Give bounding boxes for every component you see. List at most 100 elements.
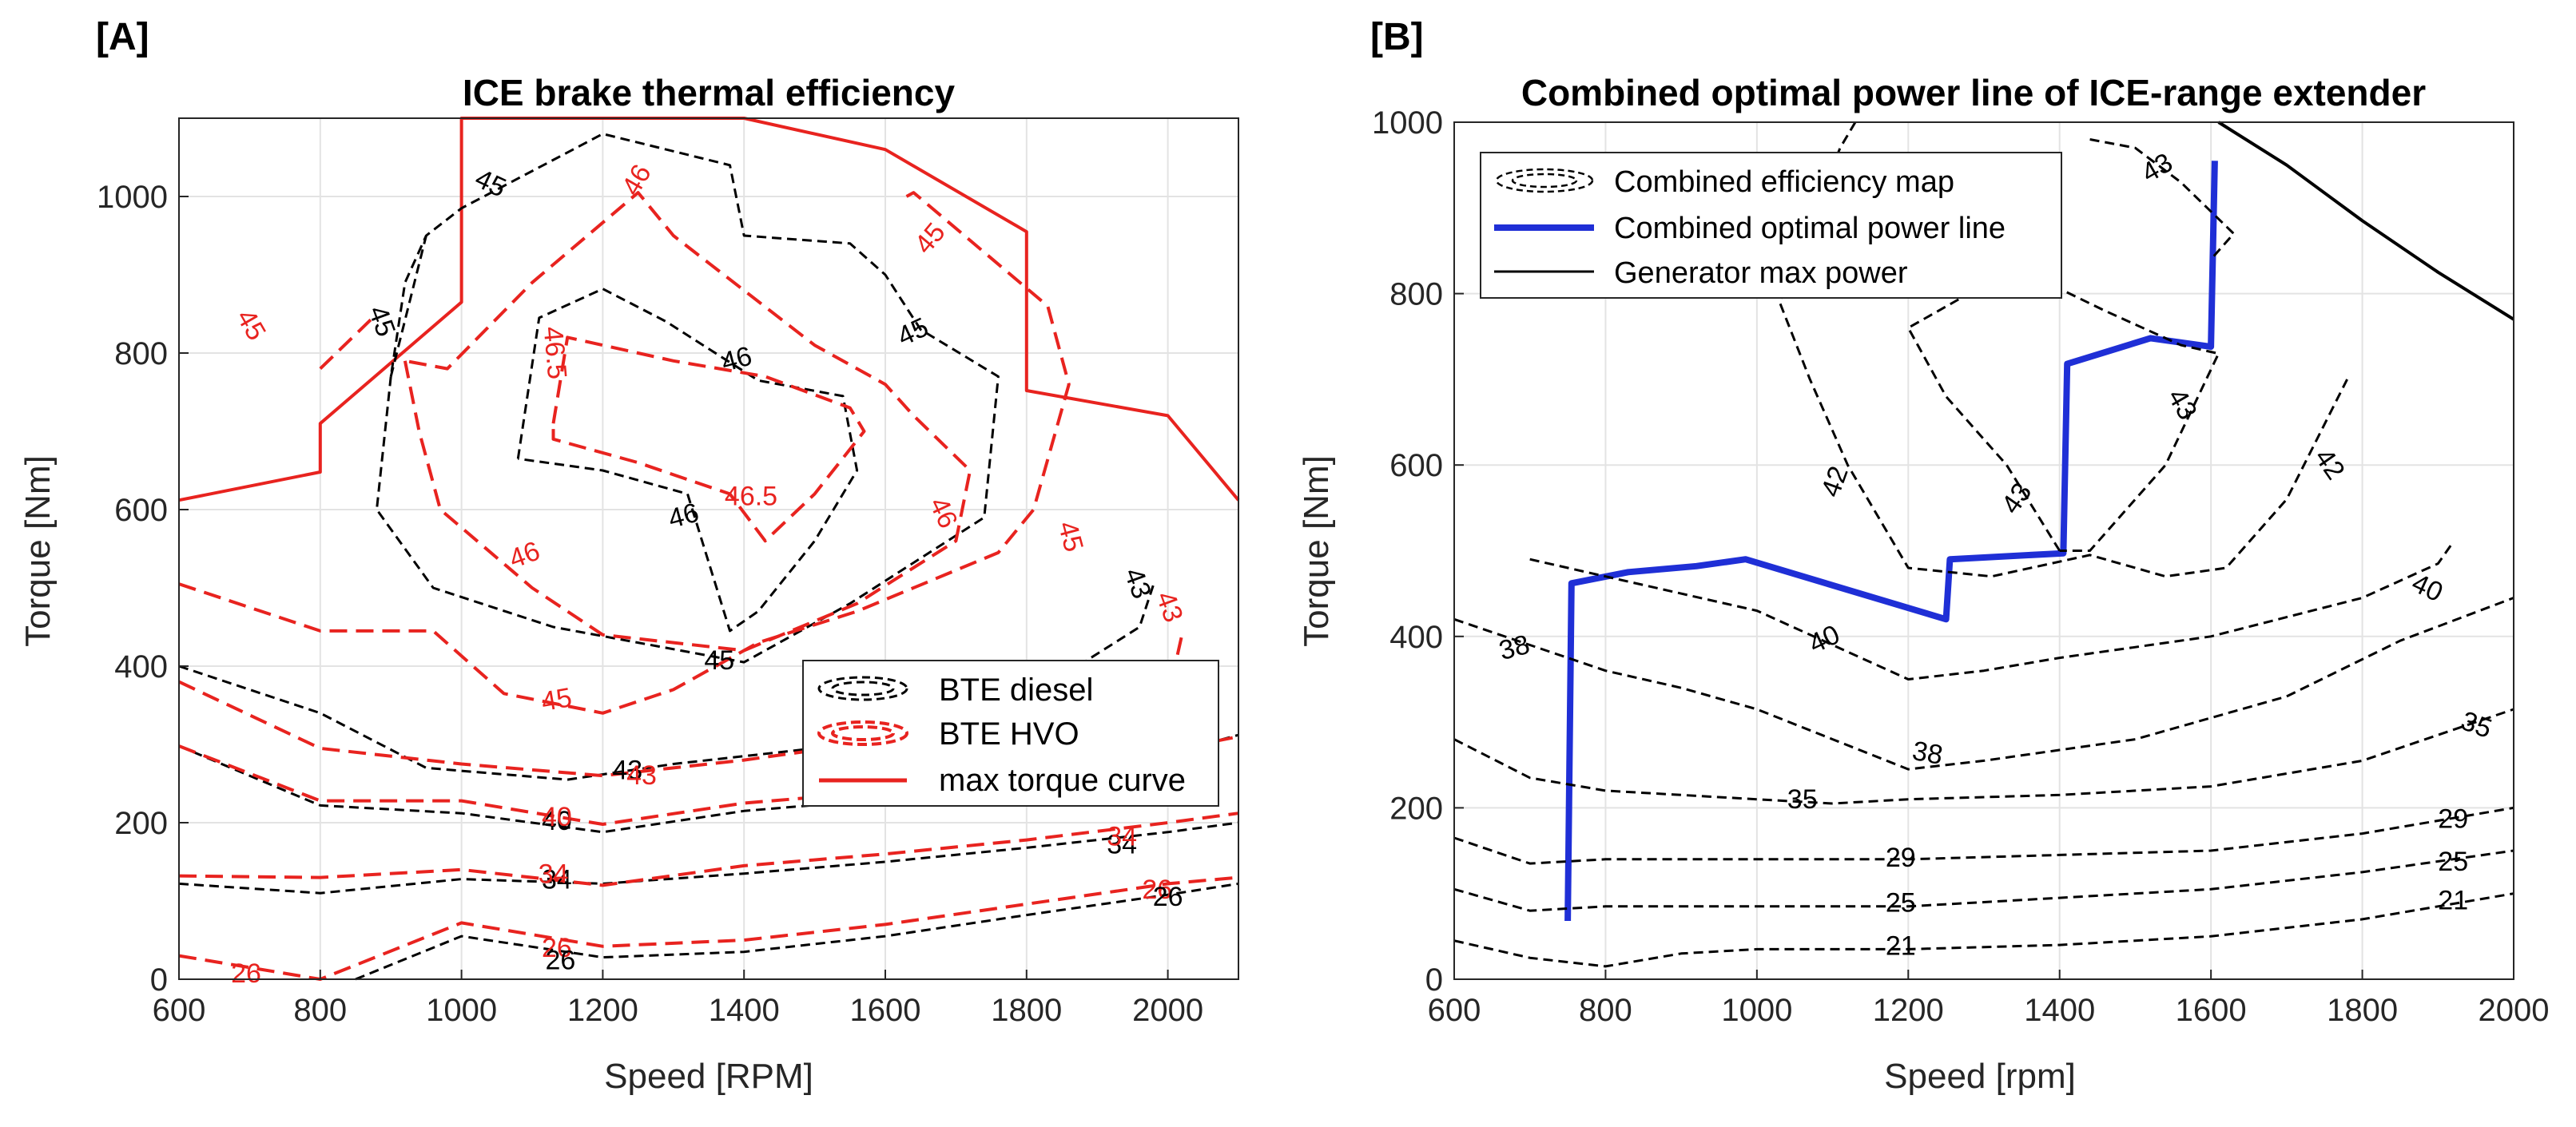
panel-b-ytick-label: 200 xyxy=(1389,791,1443,826)
panel-a-series-bte-hvo-level-45 xyxy=(178,191,1071,715)
panel-b-contour-label: 43 xyxy=(1996,478,2038,520)
panel-b-contour-label: 43 xyxy=(2137,147,2178,188)
panel-b-contour-label: 43 xyxy=(2161,383,2203,425)
panel-b-series-combined-efficiency-map-level-42 xyxy=(1778,121,2348,578)
panel-b-xtick-label: 1600 xyxy=(2176,993,2247,1028)
panel-b-ytick-label: 400 xyxy=(1389,620,1443,655)
panel-a-ylabel: Torque [Nm] xyxy=(18,455,58,647)
panel-a-contour-label: 34 xyxy=(539,859,569,890)
panel-a-series-bte-diesel-level-43 xyxy=(178,583,1155,781)
panel-a-xtick-label: 1400 xyxy=(709,993,780,1028)
panel-a-series-bte-hvo-level-34 xyxy=(178,812,1239,887)
panel-b-xtick-label: 800 xyxy=(1579,993,1632,1028)
panel-b-xtick-label: 1400 xyxy=(2024,993,2095,1028)
panel-a-series-bte-hvo-level-45 xyxy=(319,312,378,371)
panel-a-contour-label: 40 xyxy=(542,806,572,836)
panel-b-xtick-label: 2000 xyxy=(2479,993,2550,1028)
panel-a-ytick-label: 400 xyxy=(114,649,168,685)
panel-a-series-bte-hvo-level-46 xyxy=(403,191,972,653)
panel-a-contour-label: 26 xyxy=(1153,882,1183,912)
panel-b-contour-label: 25 xyxy=(1886,888,1916,919)
panel-b-series-combined-efficiency-map-level-29 xyxy=(1453,806,2514,865)
panel-a-xlabel: Speed [RPM] xyxy=(604,1057,813,1096)
legend-label-optimal-power-line: Combined optimal power line xyxy=(1614,212,2006,245)
panel-a-contour-label: 45 xyxy=(892,312,932,351)
panel-a-xtick-label: 800 xyxy=(293,993,347,1028)
panel-a-contour-label: 45 xyxy=(1051,518,1088,555)
panel-b-ytick-label: 800 xyxy=(1389,277,1443,312)
panel-a-series-bte-hvo-level-46-5 xyxy=(551,335,866,543)
legend-swatch-bte-diesel xyxy=(817,676,908,701)
panel-a-contour-label: 43 xyxy=(626,760,657,791)
panel-b-contour-label: 25 xyxy=(2438,847,2468,877)
panel-b-contour-label: 38 xyxy=(1496,629,1532,666)
panel-a-contour-label: 34 xyxy=(1107,829,1137,859)
panel-a-series-bte-diesel-level-34 xyxy=(178,821,1239,895)
panel-b-legend: Combined efficiency map Combined optimal… xyxy=(1480,152,2062,299)
panel-a-contour-label: 26 xyxy=(542,933,572,963)
panel-b-contour-label: 38 xyxy=(1910,736,1945,771)
legend-swatch-bte-hvo xyxy=(817,720,908,746)
panel-b-series-combined-efficiency-map-level-25 xyxy=(1453,849,2514,912)
panel-a-series-bte-diesel-level-45 xyxy=(389,235,427,377)
legend-label-max-torque: max torque curve xyxy=(939,763,1186,798)
panel-a-contour-label: 45 xyxy=(362,302,401,341)
panel-a-series-bte-hvo-level-26 xyxy=(178,875,1239,981)
panel-a-grid xyxy=(178,118,1238,980)
panel-b-xtick-label: 1200 xyxy=(1873,993,1944,1028)
panel-a-ytick-label: 0 xyxy=(150,962,168,998)
panel-b-series-combined-efficiency-map-level-21 xyxy=(1453,892,2514,968)
legend-label-bte-diesel: BTE diesel xyxy=(939,673,1093,708)
panel-a-contour-label: 40 xyxy=(542,802,572,832)
panel-a-contour-label: 26 xyxy=(231,958,261,989)
panel-b-xtick-label: 1800 xyxy=(2327,993,2398,1028)
panel-b-contour-label: 29 xyxy=(1886,843,1916,873)
panel-a-contour-label: 45 xyxy=(230,304,272,346)
panel-a-contour-label: 43 xyxy=(612,755,642,785)
panel-a-contour-label: 45 xyxy=(471,163,511,203)
panel-b-series-combined-efficiency-map-level-40 xyxy=(1529,541,2455,681)
panel-a-series-bte-diesel-level-46 xyxy=(376,133,1000,664)
panel-b-ytick-label: 0 xyxy=(1425,962,1443,998)
panel-a-contour-label: 34 xyxy=(542,864,572,895)
panel-b-contour-label: 40 xyxy=(1804,619,1844,659)
panel-b-series-combined-efficiency-map-level-35 xyxy=(1453,708,2514,805)
panel-b-contour-label: 21 xyxy=(1886,931,1916,961)
panel-a-ytick-label: 200 xyxy=(114,806,168,841)
panel-b-contour-label: 35 xyxy=(2457,705,2496,744)
panel-a-ytick-label: 800 xyxy=(114,336,168,371)
legend-swatch-combined-efficiency xyxy=(1495,168,1594,193)
legend-label-bte-hvo: BTE HVO xyxy=(939,716,1079,752)
panel-b-series-combined-efficiency-map-level-38 xyxy=(1453,597,2514,771)
panel-a-xtick-label: 600 xyxy=(153,993,206,1028)
panel-a-contour-label: 46 xyxy=(616,160,658,201)
panel-a-contour-label: 26 xyxy=(545,945,575,975)
panel-a-series-max-torque-curve xyxy=(178,117,1240,502)
panel-a-contour-label: 46 xyxy=(665,498,702,534)
panel-b-ytick-label: 1000 xyxy=(1372,105,1443,141)
panel-b-xtick-label: 1000 xyxy=(1721,993,1792,1028)
panel-b-ytick-label: 600 xyxy=(1389,448,1443,483)
panel-b-axes-box xyxy=(1453,121,2514,980)
panel-a-contour-label: 43 xyxy=(1150,588,1189,627)
panel-b-series-combined-optimal-power-line xyxy=(1564,161,2218,922)
panel-a-xtick-label: 1200 xyxy=(567,993,638,1028)
panel-b-chart: [B] Combined optimal power line of ICE-r… xyxy=(1297,16,2549,1096)
panel-a-title: ICE brake thermal efficiency xyxy=(463,72,956,113)
panel-a-contour-label: 46.5 xyxy=(725,481,777,511)
panel-a-tag: [A] xyxy=(96,16,149,58)
panel-a-ytick-label: 600 xyxy=(114,493,168,528)
panel-b-title: Combined optimal power line of ICE-range… xyxy=(1521,72,2426,113)
panel-b-tag: [B] xyxy=(1370,16,1424,58)
panel-a-series-bte-diesel-level-26 xyxy=(355,882,1239,981)
panel-b-series xyxy=(1453,121,2515,968)
panel-a-contour-label: 34 xyxy=(1107,822,1137,852)
panel-a-contour-label: 45 xyxy=(704,645,734,676)
legend-label-generator-max-power: Generator max power xyxy=(1614,256,1908,290)
panel-a-contour-label: 45 xyxy=(539,682,574,717)
panel-b-contour-label: 29 xyxy=(2438,804,2468,834)
panel-a-chart: [A] ICE brake thermal efficiency Speed [… xyxy=(18,16,1240,1096)
panel-a-xtick-label: 1000 xyxy=(426,993,497,1028)
